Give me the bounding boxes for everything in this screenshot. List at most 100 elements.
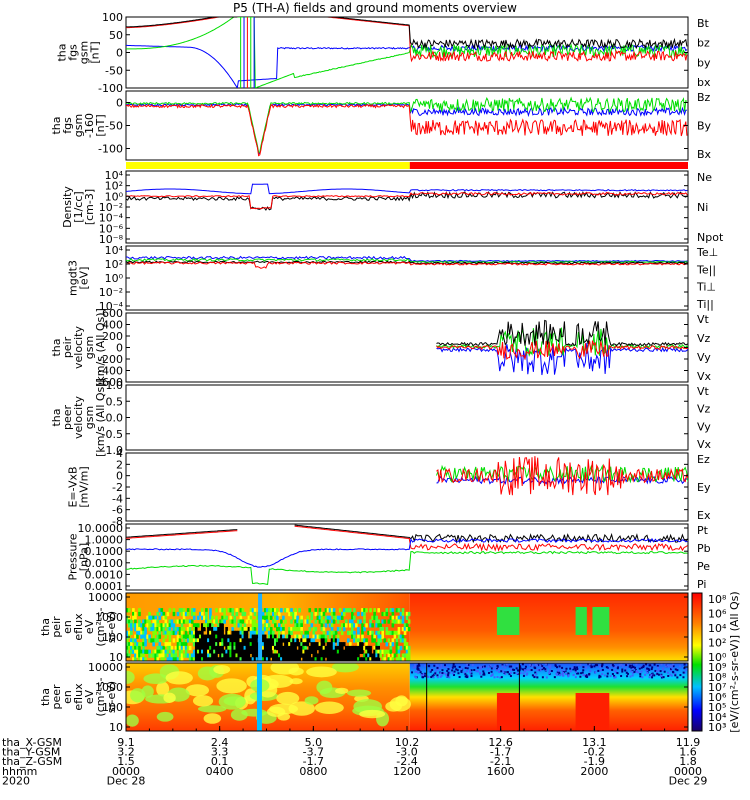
ion-spec-cell — [290, 642, 293, 647]
ion-spec-cell — [170, 653, 174, 658]
ion-spec-cell — [205, 615, 208, 620]
ion-spec-cell — [340, 642, 344, 647]
colorbar-tick: 10⁸ — [708, 671, 727, 684]
elec-spec-speck — [524, 670, 527, 673]
ion-spec-cell — [278, 611, 281, 617]
ion-spec-cell — [168, 630, 172, 636]
ion-spec-patch — [575, 607, 587, 635]
ion-spec-cell — [395, 649, 399, 654]
ion-spec-cell — [304, 657, 308, 661]
ion-spec-cell — [267, 611, 271, 617]
ion-spec-cell — [251, 653, 255, 658]
ion-spec-cell — [235, 634, 239, 639]
y-tick-label: 0 — [116, 97, 123, 110]
ion-spec-cell — [237, 653, 241, 658]
ion-spec-cell — [336, 645, 340, 651]
legend-entry: Te|| — [696, 263, 716, 276]
elec-spec-speck — [499, 676, 502, 679]
ion-spec-cell — [221, 619, 224, 624]
ion-spec-cell — [387, 649, 391, 654]
ion-spec-cell — [194, 653, 198, 658]
ion-spec-cell — [184, 619, 188, 624]
elec-spec-speck — [567, 674, 570, 677]
ion-spec-cell — [318, 653, 322, 658]
ion-spec-cell — [265, 615, 269, 620]
y-tick-label: 10 — [109, 651, 123, 664]
ion-spec-cell — [399, 638, 403, 643]
ion-spec-right — [409, 593, 688, 661]
ion-spec-cell — [180, 611, 184, 617]
ion-spec-cell — [346, 608, 350, 613]
ion-spec-cell — [156, 623, 160, 628]
ion-spec-cell — [184, 611, 188, 617]
ion-spec-cell — [273, 638, 277, 643]
ion-spec-cell — [310, 611, 314, 617]
ion-spec-cell — [267, 657, 271, 661]
ion-spec-cell — [134, 619, 137, 624]
ion-spec-cell — [160, 657, 164, 661]
y-tick-label: -200 — [98, 353, 123, 366]
elec-spec-speck — [541, 676, 544, 679]
vt-line — [436, 319, 688, 347]
ion-spec-cell — [138, 619, 141, 624]
ion-spec-cell — [136, 653, 139, 658]
ion-spec-cell — [389, 649, 393, 654]
ion-spec-cell — [271, 634, 275, 639]
y-tick-label: 10⁻⁶ — [99, 222, 124, 235]
elec-spec-speck — [533, 666, 536, 669]
colorbar-label: [eV/(cm²-s-sr-eV)] (All Qs) — [728, 591, 741, 732]
elec-spec-stripe — [256, 663, 262, 731]
ion-spec-cell — [126, 619, 129, 624]
ion-spec-cell — [296, 634, 299, 639]
ion-spec-cell — [334, 615, 338, 620]
ion-spec-cell — [351, 649, 354, 654]
ion-spec-cell — [263, 627, 267, 632]
ion-spec-cell — [255, 649, 259, 654]
ion-spec-cell — [326, 642, 330, 647]
ion-spec-cell — [233, 634, 237, 639]
elec-spec-speck — [429, 670, 432, 673]
ion-spec-cell — [184, 630, 188, 636]
ion-spec-cell — [322, 627, 326, 632]
elec-spec-speck — [563, 669, 566, 672]
ion-spec-cell — [391, 638, 395, 643]
ion-spec-cell — [243, 634, 247, 639]
ion-spec-cell — [194, 649, 198, 654]
ion-spec-cell — [312, 653, 316, 658]
ion-spec-cell — [134, 653, 137, 658]
ion-spec-cell — [156, 634, 160, 639]
ion-spec-cell — [239, 649, 243, 654]
ion-spec-cell — [162, 657, 166, 661]
ion-spec-cell — [158, 615, 162, 620]
elec-spec-speck — [508, 665, 511, 668]
ion-spec-cell — [180, 642, 184, 647]
ion-spec-cell — [201, 623, 204, 628]
ion-spec-cell — [174, 653, 178, 658]
ion-spec-cell — [357, 611, 360, 617]
ion-spec-cell — [158, 623, 162, 628]
ion-spec-cell — [288, 657, 291, 661]
legend-entry: Ne — [697, 171, 712, 184]
ion-spec-cell — [294, 608, 297, 613]
ion-spec-cell — [340, 653, 344, 658]
legend-entry: Ti⊥ — [696, 281, 716, 294]
ion-spec-cell — [186, 611, 190, 617]
elec-spec-speck — [508, 673, 511, 676]
ion-spec-cell — [344, 608, 348, 613]
ion-spec-cell — [239, 642, 243, 647]
ion-spec-cell — [298, 653, 301, 658]
elec-spec-speck — [436, 664, 439, 667]
ion-spec-cell — [397, 615, 401, 620]
ion-spec-cell — [391, 630, 395, 636]
ion-spec-cell — [294, 657, 297, 661]
legend-entry: Bt — [697, 17, 710, 30]
ion-spec-cell — [385, 642, 389, 647]
elec-spec-speck — [630, 664, 633, 667]
ion-spec-cell — [334, 657, 338, 661]
elec-spec-speck — [581, 671, 584, 674]
y-tick-label: 10⁴ — [105, 244, 124, 257]
ion-spec-cell — [192, 642, 196, 647]
ion-spec-cell — [273, 642, 277, 647]
ion-spec-cell — [273, 657, 277, 661]
elec-spec-speck — [421, 673, 424, 676]
